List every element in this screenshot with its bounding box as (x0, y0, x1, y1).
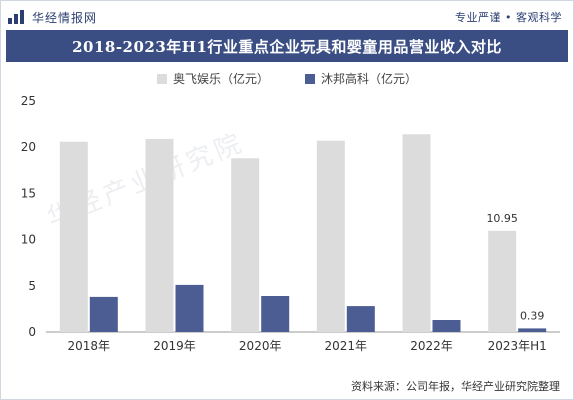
legend-item-mubang: 沐邦高科（亿元） (305, 70, 417, 87)
brand-logo-icon (8, 10, 26, 24)
y-tick-label: 15 (21, 186, 36, 200)
bar-mubang (89, 296, 118, 332)
bar-aofei (316, 140, 345, 332)
bar-mubang (518, 328, 547, 332)
y-tick-label: 25 (21, 94, 36, 108)
x-tick-label: 2021年 (325, 339, 368, 353)
x-tick-label: 2019年 (153, 339, 196, 353)
x-tick-label: 2023年H1 (488, 339, 547, 353)
y-tick-label: 5 (28, 279, 36, 293)
data-label: 10.95 (486, 212, 518, 225)
chart-title: 2018-2023年H1行业重点企业玩具和婴童用品营业收入对比 (72, 37, 502, 56)
bar-aofei (59, 141, 88, 332)
legend-swatch-aofei (156, 73, 167, 84)
brand-name: 华经情报网 (32, 10, 98, 25)
y-tick-label: 0 (28, 325, 36, 339)
bar-mubang (175, 284, 204, 332)
legend-swatch-mubang (305, 73, 315, 84)
bar-aofei (145, 138, 174, 332)
data-label: 0.39 (520, 309, 545, 322)
slogan: 专业严谨 • 客观科学 (455, 11, 562, 24)
bar-mubang (432, 320, 461, 332)
bar-aofei (231, 158, 260, 332)
x-tick-label: 2020年 (239, 339, 282, 353)
legend-item-aofei: 奥飞娱乐（亿元） (156, 70, 269, 87)
legend-label-mubang: 沐邦高科（亿元） (321, 72, 418, 86)
title-bar: 2018-2023年H1行业重点企业玩具和婴童用品营业收入对比 (6, 30, 568, 62)
bar-aofei (488, 230, 517, 332)
brand: 华经情报网 (8, 6, 97, 28)
bar-mubang (261, 296, 290, 332)
legend: 奥飞娱乐（亿元） 沐邦高科（亿元） (0, 70, 574, 87)
x-tick-label: 2018年 (68, 339, 111, 353)
bar-aofei (402, 134, 431, 332)
source-note: 资料来源：公司年报，华经产业研究院整理 (351, 380, 560, 393)
y-tick-label: 10 (21, 233, 36, 247)
bar-mubang (346, 306, 375, 332)
x-tick-label: 2022年 (410, 339, 453, 353)
y-tick-label: 20 (21, 140, 36, 154)
legend-label-aofei: 奥飞娱乐（亿元） (172, 72, 269, 86)
